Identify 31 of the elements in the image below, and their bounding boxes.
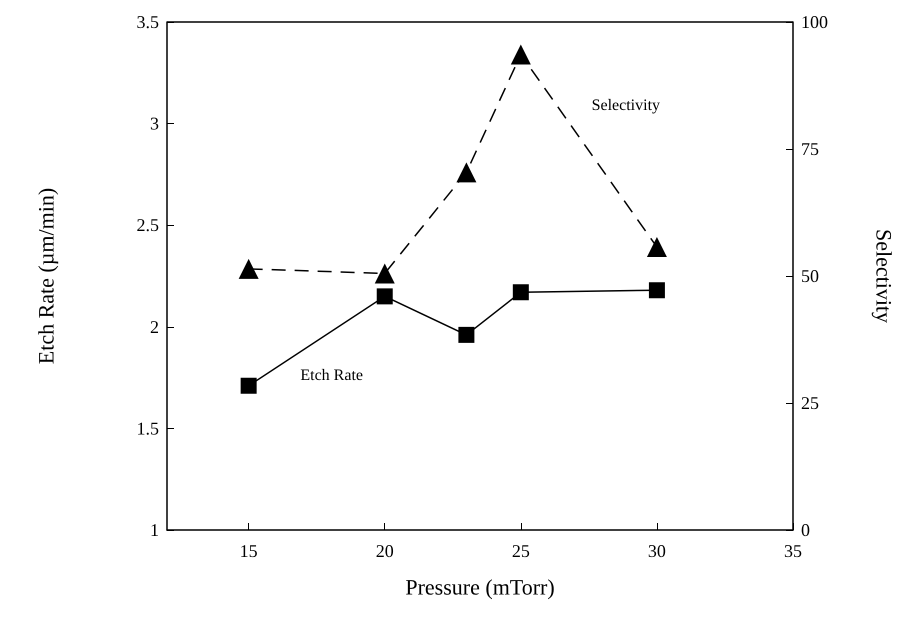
y2-axis-title: Selectivity [872, 228, 896, 324]
point [374, 263, 395, 284]
point [458, 326, 474, 343]
point [512, 284, 529, 300]
y2-tick-label: 75 [801, 139, 819, 159]
x-tick-label: 20 [376, 541, 394, 561]
series-label: Etch Rate [300, 367, 364, 384]
y2-tick-label: 25 [801, 393, 819, 413]
point [510, 44, 531, 65]
y-tick-label: 3.5 [136, 12, 159, 32]
y-tick-label: 2.5 [136, 215, 159, 236]
x-tick-label: 15 [240, 541, 258, 561]
x-tick-label: 35 [784, 541, 802, 561]
point [238, 258, 259, 279]
y2-tick-label: 50 [801, 266, 819, 286]
y-tick-label: 1.5 [136, 418, 159, 438]
y2-tick-label: 0 [801, 520, 810, 540]
point [646, 237, 667, 258]
x-tick-label: 30 [648, 541, 666, 561]
series-label: Selectivity [592, 96, 660, 114]
point [240, 378, 257, 394]
y-axis-title: Etch Rate (µm/min) [34, 188, 58, 364]
x-tick-label: 25 [512, 541, 530, 561]
y2-tick-label: 100 [801, 12, 828, 32]
y-tick-label: 3 [150, 114, 159, 134]
y-tick-label: 2 [150, 316, 159, 337]
x-axis-title: Pressure (mTorr) [405, 574, 555, 600]
point [376, 288, 393, 304]
y-tick-label: 1 [150, 520, 159, 540]
point [648, 282, 665, 298]
point [456, 162, 476, 182]
